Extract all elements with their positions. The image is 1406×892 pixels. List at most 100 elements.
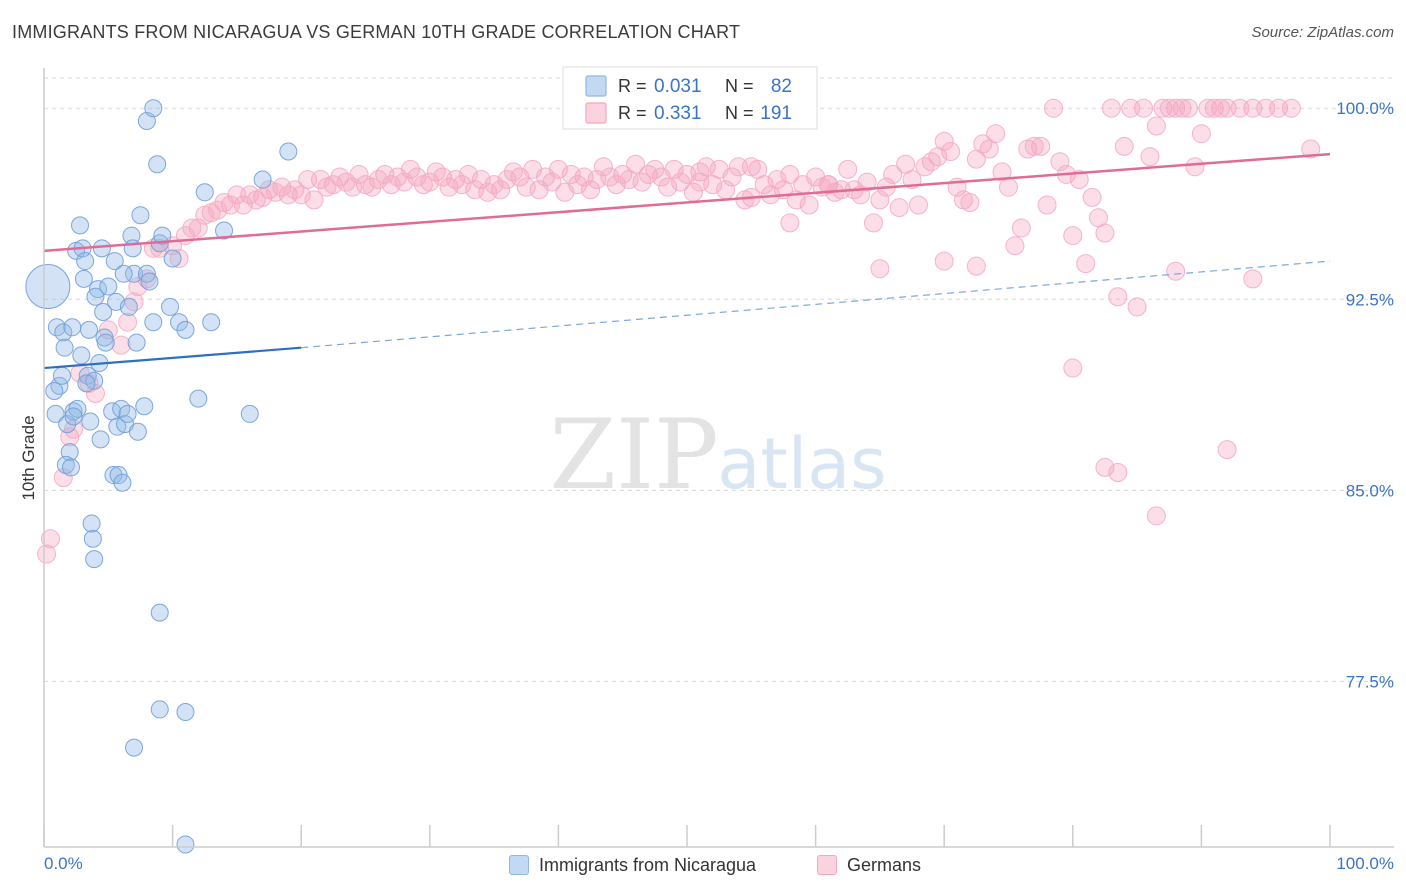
data-point-germans bbox=[330, 167, 350, 187]
data-point-germans bbox=[1179, 98, 1199, 118]
data-point-nicaragua bbox=[77, 374, 96, 393]
axes: 100.0% 92.5% 85.0% 77.5% 0.0% 100.0% bbox=[43, 68, 1394, 873]
data-point-nicaragua bbox=[105, 252, 124, 271]
data-point-nicaragua bbox=[279, 142, 298, 161]
stats-legend-swatch bbox=[585, 102, 607, 124]
data-point-germans bbox=[722, 167, 742, 187]
data-point-germans bbox=[613, 164, 633, 184]
data-point-germans bbox=[1172, 98, 1192, 118]
legend-item-nicaragua[interactable]: Immigrants from Nicaragua bbox=[509, 852, 756, 878]
data-point-nicaragua bbox=[189, 389, 208, 408]
data-point-germans bbox=[446, 170, 466, 190]
data-point-germans bbox=[986, 124, 1006, 144]
source-label: Source: ZipAtlas.com bbox=[1251, 24, 1394, 41]
data-point-germans bbox=[1063, 226, 1083, 246]
data-point-nicaragua bbox=[144, 313, 163, 332]
series-germans-points bbox=[37, 98, 1321, 564]
data-point-nicaragua bbox=[150, 603, 169, 622]
data-point-germans bbox=[1031, 136, 1051, 156]
data-point-germans bbox=[1217, 440, 1237, 460]
data-point-germans bbox=[349, 164, 369, 184]
data-point-nicaragua bbox=[99, 277, 118, 296]
x-tick-label-max: 100.0% bbox=[1336, 854, 1394, 873]
data-point-nicaragua bbox=[153, 226, 172, 245]
data-point-nicaragua bbox=[62, 458, 81, 477]
data-point-germans bbox=[915, 157, 935, 177]
data-point-nicaragua bbox=[74, 269, 93, 288]
data-point-nicaragua bbox=[46, 404, 65, 423]
data-point-nicaragua bbox=[161, 297, 180, 316]
data-point-germans bbox=[690, 162, 710, 182]
data-point-nicaragua bbox=[118, 404, 137, 423]
y-tick-label: 100.0% bbox=[1336, 99, 1394, 118]
data-point-germans bbox=[542, 172, 562, 192]
data-point-nicaragua bbox=[123, 239, 142, 258]
data-point-nicaragua bbox=[119, 297, 138, 316]
data-point-nicaragua bbox=[240, 404, 259, 423]
data-point-nicaragua bbox=[81, 412, 100, 431]
data-point-germans bbox=[883, 164, 903, 184]
data-point-germans bbox=[934, 131, 954, 151]
watermark-zip: ZIP bbox=[549, 399, 718, 511]
data-point-germans bbox=[1127, 297, 1147, 317]
data-point-germans bbox=[780, 213, 800, 233]
data-point-germans bbox=[1095, 457, 1115, 477]
data-point-nicaragua bbox=[176, 835, 195, 854]
data-point-nicaragua bbox=[85, 550, 104, 569]
data-point-nicaragua bbox=[82, 514, 101, 533]
data-point-germans bbox=[304, 190, 324, 210]
data-point-germans bbox=[1301, 139, 1321, 159]
data-point-germans bbox=[394, 172, 414, 192]
chart-title: IMMIGRANTS FROM NICARAGUA VS GERMAN 10TH… bbox=[12, 22, 741, 42]
data-point-germans bbox=[471, 170, 491, 190]
data-point-nicaragua bbox=[114, 264, 133, 283]
trend-line-nicaragua bbox=[43, 346, 302, 370]
data-point-germans bbox=[111, 335, 131, 355]
data-point-nicaragua bbox=[54, 323, 73, 342]
data-point-germans bbox=[966, 256, 986, 276]
data-point-germans bbox=[690, 172, 710, 192]
bottom-legend: Immigrants from Nicaragua Germans bbox=[0, 852, 1406, 878]
data-point-germans bbox=[188, 218, 208, 238]
data-point-nicaragua bbox=[215, 221, 234, 240]
data-point-germans bbox=[368, 170, 388, 190]
data-point-germans bbox=[645, 159, 665, 179]
data-point-germans bbox=[818, 175, 838, 195]
y-tick-label: 92.5% bbox=[1346, 290, 1394, 309]
legend-swatch-nicaragua bbox=[509, 855, 529, 875]
data-point-nicaragua bbox=[91, 430, 110, 449]
data-point-germans bbox=[838, 159, 858, 179]
data-point-nicaragua bbox=[64, 407, 83, 426]
data-point-germans bbox=[664, 159, 684, 179]
stats-legend-swatch bbox=[585, 75, 607, 97]
data-point-germans bbox=[960, 192, 980, 212]
data-point-germans bbox=[857, 172, 877, 192]
data-point-germans bbox=[1166, 261, 1186, 281]
data-point-germans bbox=[1146, 116, 1166, 136]
data-point-nicaragua bbox=[25, 264, 71, 310]
data-point-germans bbox=[1011, 218, 1031, 238]
data-point-germans bbox=[182, 218, 202, 238]
data-point-germans bbox=[767, 170, 787, 190]
stats-legend: R = 0.031 N = 82 R = 0.331 N = 191 bbox=[562, 66, 818, 130]
data-point-germans bbox=[581, 180, 601, 200]
data-point-germans bbox=[1095, 223, 1115, 243]
data-point-germans bbox=[118, 312, 138, 332]
stats-n-label: N = bbox=[725, 76, 754, 96]
stats-r-value: 0.031 bbox=[654, 76, 702, 97]
legend-item-germans[interactable]: Germans bbox=[817, 852, 921, 878]
data-point-germans bbox=[1140, 147, 1160, 167]
data-point-nicaragua bbox=[92, 239, 111, 258]
data-point-germans bbox=[401, 159, 421, 179]
data-point-nicaragua bbox=[45, 381, 64, 400]
data-point-germans bbox=[1146, 506, 1166, 526]
data-point-germans bbox=[921, 152, 941, 172]
data-point-nicaragua bbox=[128, 422, 147, 441]
data-point-germans bbox=[999, 177, 1018, 197]
y-tick-label: 85.0% bbox=[1346, 481, 1394, 500]
data-point-germans bbox=[941, 142, 961, 162]
data-point-germans bbox=[741, 157, 761, 177]
data-point-germans bbox=[1069, 170, 1089, 190]
data-point-germans bbox=[1108, 463, 1128, 483]
data-point-nicaragua bbox=[144, 99, 163, 118]
